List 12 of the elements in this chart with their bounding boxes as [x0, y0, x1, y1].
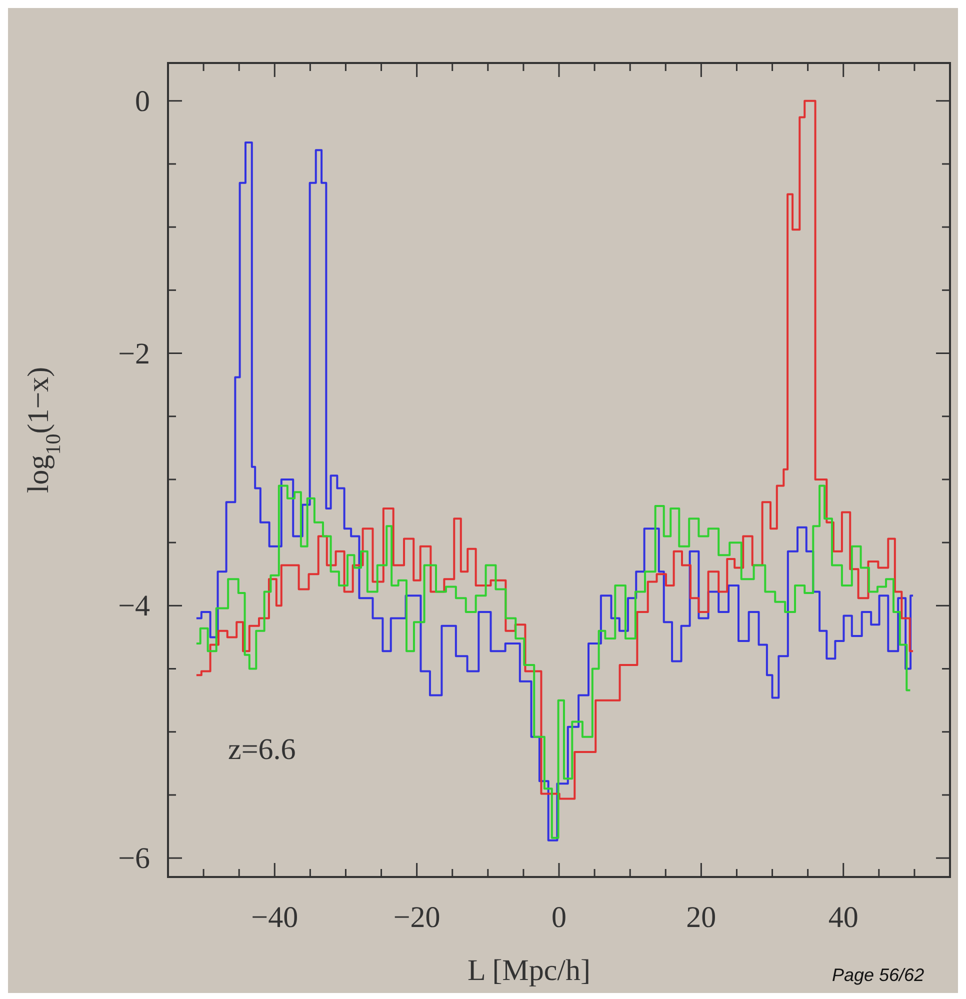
x-tick-label: −40: [251, 901, 298, 934]
annotation: z=6.6: [228, 733, 296, 766]
y-tick-label: −4: [118, 590, 150, 623]
y-tick-label: −2: [118, 337, 150, 370]
x-tick-label: −20: [393, 901, 440, 934]
x-tick-label: 20: [686, 901, 716, 934]
x-tick-label: 40: [828, 901, 858, 934]
x-tick-label: 0: [552, 901, 566, 934]
y-tick-label: −6: [118, 842, 150, 876]
x-axis-title: L [Mpc/h]: [467, 954, 591, 987]
y-tick-label: 0: [135, 84, 150, 118]
text: Page 56/62: [832, 965, 924, 985]
